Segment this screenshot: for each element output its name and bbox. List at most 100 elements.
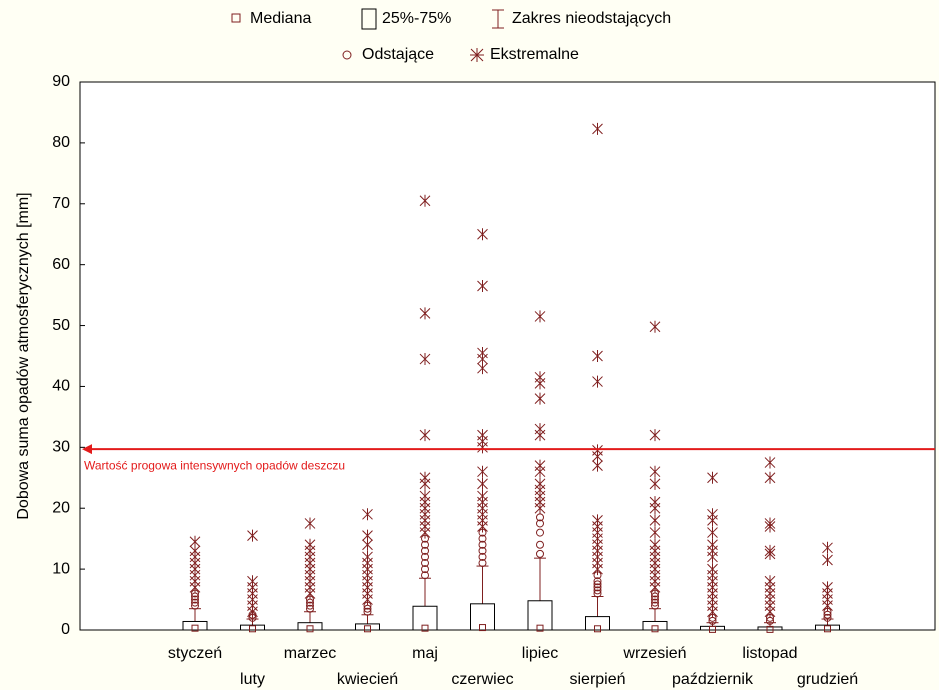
extreme — [649, 496, 661, 509]
y-tick-label: 70 — [52, 195, 70, 212]
x-tick-label: styczeń — [168, 645, 222, 662]
legend-extreme-icon — [470, 48, 484, 62]
extreme — [477, 279, 488, 292]
legend-label: 25%-75% — [382, 10, 451, 27]
extreme — [764, 575, 776, 588]
median — [824, 625, 831, 633]
extreme — [707, 471, 718, 484]
extreme — [477, 465, 488, 478]
x-tick-label: luty — [240, 671, 265, 688]
legend-outlier-icon — [342, 50, 352, 60]
legend: Mediana 25%-75% Zakres nieodstających Od… — [231, 8, 671, 63]
extreme — [304, 538, 316, 551]
median — [306, 625, 314, 633]
extreme — [764, 456, 776, 469]
extreme — [477, 490, 488, 503]
extreme — [534, 371, 546, 384]
legend-label: Mediana — [250, 10, 311, 27]
outlier — [478, 552, 487, 561]
extreme — [419, 490, 431, 503]
median — [766, 625, 774, 633]
extreme — [419, 353, 431, 366]
y-tick-label: 30 — [52, 439, 70, 456]
median — [249, 625, 256, 633]
extreme — [419, 429, 431, 442]
extreme — [362, 529, 373, 542]
outlier — [651, 595, 659, 604]
y-tick-label: 90 — [52, 73, 70, 90]
extreme — [477, 477, 488, 490]
extreme — [534, 423, 546, 436]
extreme — [477, 346, 488, 359]
extreme — [592, 350, 603, 362]
extreme — [592, 375, 603, 388]
y-tick-label: 40 — [52, 378, 70, 395]
y-tick-label: 10 — [52, 560, 70, 577]
outlier — [536, 540, 544, 549]
outlier — [536, 528, 544, 537]
extreme — [649, 514, 661, 527]
extreme — [477, 228, 488, 241]
extreme — [362, 508, 373, 521]
extreme — [764, 517, 776, 530]
extreme — [649, 538, 661, 551]
outlier — [191, 595, 199, 604]
outlier — [478, 546, 487, 555]
outlier — [593, 577, 602, 586]
box — [355, 623, 380, 631]
x-tick-label: sierpień — [569, 671, 625, 688]
threshold-label: Wartość progowa intensywnych opadów desz… — [84, 458, 345, 472]
median — [421, 624, 429, 632]
outlier — [478, 534, 487, 543]
outlier — [306, 604, 314, 613]
extreme — [764, 471, 776, 484]
extreme — [419, 307, 431, 320]
extreme — [822, 541, 833, 554]
extreme — [534, 310, 546, 323]
outlier — [536, 519, 544, 528]
outlier — [593, 589, 602, 598]
plot-area — [79, 81, 936, 631]
extreme — [592, 444, 603, 457]
median — [709, 625, 716, 633]
extreme — [592, 514, 603, 527]
outlier — [651, 601, 659, 610]
extreme — [419, 194, 431, 207]
x-tick-label: wrzesień — [622, 645, 686, 662]
outlier — [421, 552, 429, 561]
extreme — [822, 553, 833, 566]
extreme — [649, 465, 661, 478]
median — [479, 624, 486, 632]
extreme — [419, 471, 431, 484]
extreme — [822, 581, 833, 594]
legend-whisker-icon — [492, 9, 504, 29]
extreme — [649, 477, 661, 490]
outlier — [363, 607, 372, 616]
outlier — [421, 540, 429, 549]
extreme — [649, 320, 661, 333]
median — [536, 624, 544, 632]
outlier — [823, 613, 832, 622]
y-tick-label: 60 — [52, 256, 70, 273]
extreme — [247, 529, 258, 542]
outlier — [651, 598, 659, 607]
median — [364, 625, 371, 633]
extreme — [649, 429, 661, 442]
x-tick-label: marzec — [284, 645, 336, 662]
outlier — [478, 540, 487, 549]
outlier — [421, 546, 429, 555]
legend-box-icon — [361, 8, 377, 30]
x-tick-label: październik — [672, 671, 754, 688]
outlier — [593, 580, 602, 589]
extreme — [707, 538, 718, 551]
outlier — [421, 559, 429, 568]
median — [651, 625, 659, 633]
box — [297, 622, 323, 631]
outlier — [478, 559, 487, 568]
box — [412, 605, 438, 631]
x-tick-label: grudzień — [797, 671, 858, 688]
box — [182, 620, 208, 631]
box — [757, 626, 783, 631]
outlier — [593, 586, 602, 595]
